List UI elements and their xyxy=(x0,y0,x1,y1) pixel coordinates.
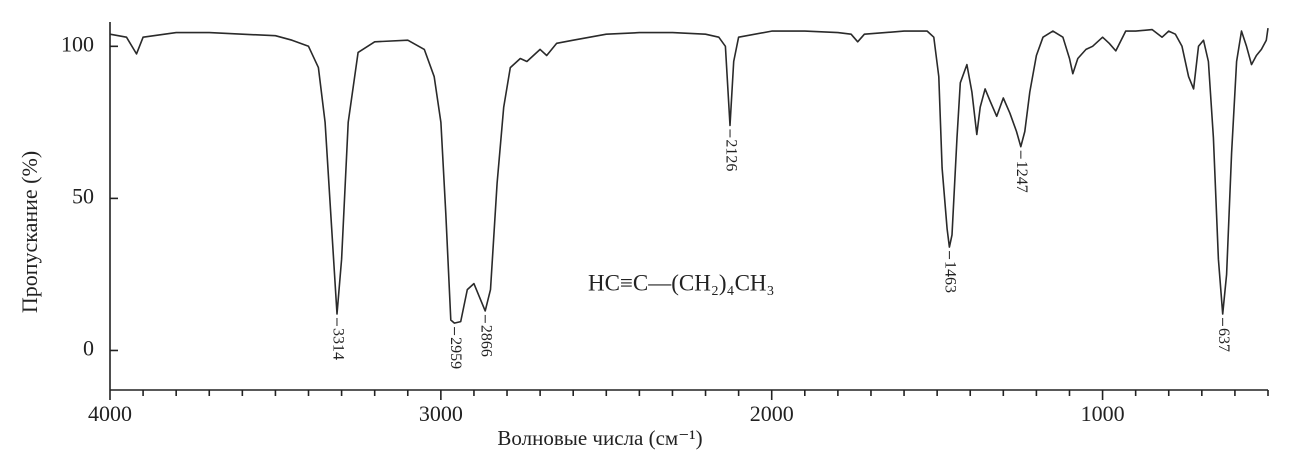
spectrum-line xyxy=(109,27,1269,324)
y-tick-label: 100 xyxy=(61,31,94,56)
peak-label: 637 xyxy=(1215,328,1232,352)
x-tick-label: 2000 xyxy=(750,401,794,426)
peak-label: 1247 xyxy=(1013,161,1030,193)
y-tick-label: 0 xyxy=(83,336,94,361)
peak-label: 1463 xyxy=(942,261,959,293)
x-tick-label: 4000 xyxy=(88,401,132,426)
x-tick-label: 3000 xyxy=(419,401,463,426)
peak-label: 3314 xyxy=(329,328,346,360)
peak-label: 2959 xyxy=(447,337,464,369)
x-tick-label: 1000 xyxy=(1081,401,1125,426)
y-tick-label: 50 xyxy=(72,183,94,208)
x-axis-label: Волновые числа (см⁻¹) xyxy=(497,426,702,450)
peak-label: 2866 xyxy=(478,325,495,357)
peak-label: 2126 xyxy=(722,139,739,171)
y-axis-label: Пропускание (%) xyxy=(17,151,42,313)
formula: HC≡C—(CH₂)₄CH₃ xyxy=(588,270,775,295)
